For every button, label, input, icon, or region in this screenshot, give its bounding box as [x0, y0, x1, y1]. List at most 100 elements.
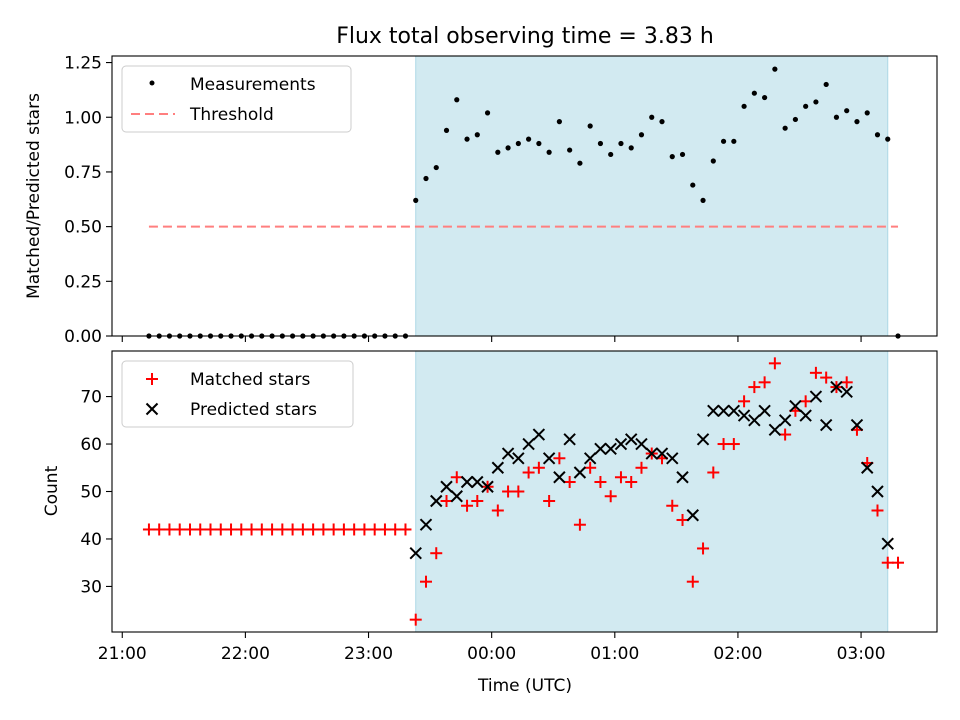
legend-label-threshold: Threshold	[189, 105, 274, 125]
measurement-point	[433, 164, 439, 171]
matched-point	[666, 499, 679, 512]
matched-point	[327, 523, 340, 536]
measurement-point	[638, 132, 645, 138]
matched-point	[471, 494, 484, 507]
matched-point	[194, 523, 207, 536]
matched-point	[614, 471, 627, 484]
matched-point	[840, 376, 853, 389]
predicted-point	[625, 433, 638, 446]
matched-point	[892, 556, 905, 569]
matched-point	[204, 523, 217, 536]
measurement-point	[690, 182, 696, 188]
measurement-point	[720, 138, 727, 144]
measurement-point	[679, 151, 686, 158]
measurement-point	[618, 140, 624, 147]
measurement-point	[505, 145, 511, 151]
measurement-point	[608, 151, 614, 158]
matched-point	[317, 523, 330, 536]
top-plot-frame	[111, 55, 938, 337]
predicted-point	[460, 475, 474, 489]
predicted-point	[789, 399, 802, 413]
measurement-point	[792, 116, 798, 123]
bottom-y-axis-label: Count	[42, 465, 62, 516]
measurement-point	[546, 149, 552, 155]
predicted-point	[840, 385, 853, 399]
matched-point	[235, 523, 248, 536]
top-legend-box	[121, 65, 352, 133]
measurement-point	[413, 197, 419, 203]
matched-point	[266, 523, 279, 536]
measurement-point	[751, 90, 757, 96]
matched-point	[286, 523, 299, 536]
matched-point	[225, 523, 238, 536]
matched-point	[419, 575, 432, 588]
matched-point	[409, 613, 422, 626]
bottom-plot-frame	[111, 350, 938, 633]
measurement-points	[146, 66, 901, 339]
predicted-point	[655, 447, 669, 460]
matched-point	[738, 395, 751, 408]
predicted-point	[881, 537, 894, 550]
y-tick-label: 50	[80, 483, 102, 503]
legend-marker-matched	[146, 373, 158, 385]
predicted-point	[768, 423, 782, 437]
predicted-point	[758, 404, 771, 418]
measurement-point	[474, 132, 480, 138]
bottom-y-ticks: 30 40 50 60 70	[80, 388, 112, 597]
matched-point	[686, 575, 699, 588]
x-tick-label: 02:00	[713, 644, 762, 664]
measurement-point	[833, 114, 840, 120]
measurement-point	[567, 147, 573, 153]
matched-point	[440, 494, 453, 507]
measurement-point	[649, 114, 655, 120]
y-tick-label: 0.50	[64, 218, 102, 238]
matched-point	[522, 466, 535, 479]
predicted-point	[563, 433, 576, 446]
predicted-point	[512, 452, 525, 465]
measurement-point	[659, 119, 665, 125]
predicted-point	[686, 509, 699, 522]
measurement-point	[443, 127, 450, 133]
top-observing-span	[415, 55, 889, 337]
matched-point	[881, 556, 894, 569]
predicted-point	[604, 442, 617, 455]
predicted-point	[430, 494, 443, 508]
matched-point	[430, 547, 443, 560]
matched-point	[563, 476, 576, 489]
predicted-point	[778, 414, 792, 427]
measurement-point	[587, 123, 593, 129]
measurement-point	[536, 140, 542, 147]
matched-point	[389, 523, 402, 536]
matched-point	[337, 523, 350, 536]
bottom-legend-box	[121, 360, 354, 428]
matched-point	[635, 461, 648, 474]
y-tick-label: 30	[80, 577, 102, 597]
y-tick-label: 0.00	[64, 327, 102, 347]
predicted-point	[594, 442, 607, 455]
predicted-point	[419, 518, 433, 531]
measurement-point	[854, 119, 860, 125]
y-tick-label: 0.25	[64, 272, 102, 292]
measurement-point	[874, 132, 881, 138]
predicted-point	[799, 409, 812, 422]
matched-point	[594, 476, 607, 489]
matched-point	[532, 461, 545, 474]
predicted-point	[481, 480, 494, 493]
predicted-point	[583, 452, 597, 465]
predicted-point	[819, 418, 833, 432]
measurement-point	[772, 66, 778, 72]
y-tick-label: 1.00	[64, 108, 102, 128]
matched-point	[748, 381, 761, 394]
matched-point	[214, 523, 227, 536]
measurement-point	[577, 160, 583, 166]
matched-point	[276, 523, 289, 536]
predicted-point	[850, 418, 864, 432]
matched-point	[173, 523, 186, 536]
legend-cross	[145, 402, 159, 416]
matched-point	[727, 438, 740, 451]
y-tick-label: 0.75	[64, 163, 102, 183]
matched-point	[255, 523, 268, 536]
predicted-point	[450, 490, 463, 503]
legend-label-matched: Matched stars	[190, 370, 310, 390]
